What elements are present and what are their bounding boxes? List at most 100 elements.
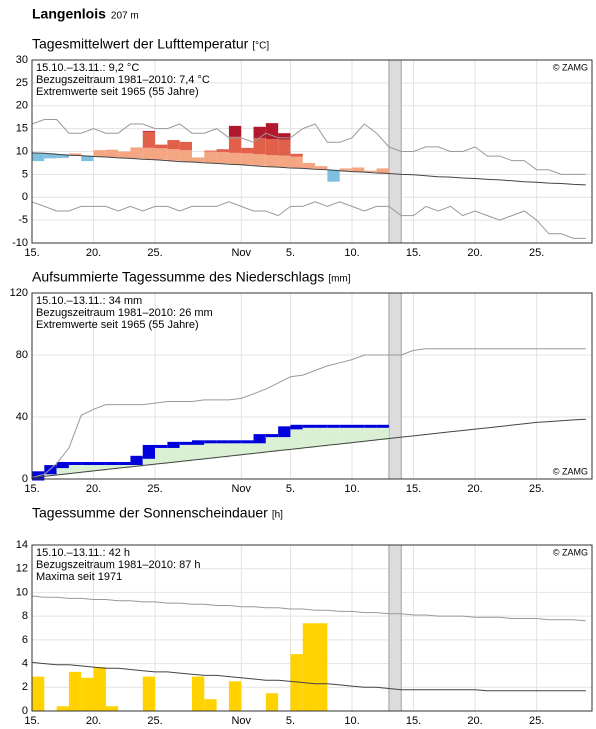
info-line: Extremwerte seit 1965 (55 Jahre) <box>36 86 199 98</box>
x-tick-label: 15. <box>24 247 39 259</box>
info-line: Bezugszeitraum 1981–2010: 26 mm <box>36 307 213 319</box>
surplus-area <box>302 426 316 448</box>
cumulative-step <box>93 462 106 465</box>
cumulative-step <box>155 444 168 448</box>
x-tick-label: 25. <box>147 715 162 727</box>
warm-bar <box>253 126 266 139</box>
x-tick-label: 20. <box>467 247 482 259</box>
mean-line <box>31 661 586 692</box>
y-tick-label: 25 <box>16 77 28 89</box>
mean-line <box>31 418 586 479</box>
x-tick-label: 25. <box>529 715 544 727</box>
warm-bar <box>68 153 82 156</box>
warm-bar <box>315 166 328 170</box>
cumulative-step <box>364 424 377 428</box>
surplus-area <box>204 441 217 459</box>
y-tick-label: -10 <box>12 237 28 249</box>
surplus-area <box>376 426 389 440</box>
sunshine-bar <box>315 623 328 711</box>
cumulative-step <box>339 424 352 428</box>
today-band <box>388 59 402 244</box>
x-tick-label: 15. <box>24 715 39 727</box>
cumulative-step <box>68 462 82 465</box>
cold-bar <box>56 154 69 158</box>
warm-bar <box>265 155 279 167</box>
warm-bar <box>253 154 266 166</box>
info-line: 15.10.–13.11.: 42 h <box>36 547 130 559</box>
cumulative-step <box>118 462 131 465</box>
sunshine-bar <box>204 699 217 711</box>
x-tick-label: 20. <box>467 483 482 495</box>
x-tick-label: 15. <box>24 483 39 495</box>
y-tick-label: 12 <box>16 563 28 575</box>
warm-bar <box>265 139 279 156</box>
y-tick-label: 5 <box>22 168 28 180</box>
warm-bar <box>228 136 242 153</box>
cumulative-step <box>81 462 94 465</box>
warm-bar <box>364 170 377 173</box>
warm-bar <box>376 168 389 174</box>
surplus-area <box>179 443 192 462</box>
cumulative-step <box>315 424 328 428</box>
y-tick-label: 6 <box>22 634 28 646</box>
warm-bar <box>155 144 168 149</box>
x-tick-label: 25. <box>147 247 162 259</box>
x-tick-label: 5. <box>286 247 295 259</box>
warm-bar <box>339 168 352 171</box>
station-elevation: 207 m <box>111 11 139 22</box>
sunshine-bar <box>32 676 45 711</box>
x-tick-label: 20. <box>86 247 101 259</box>
x-tick-label: 5. <box>286 715 295 727</box>
warm-bar <box>142 147 156 160</box>
cold-bar <box>327 169 340 182</box>
warm-bar <box>130 147 143 159</box>
sunshine-bar <box>290 654 303 711</box>
info-line: 15.10.–13.11.: 9,2 °C <box>36 62 139 74</box>
surplus-area <box>352 426 365 443</box>
max-line <box>31 595 586 622</box>
today-band <box>388 292 402 480</box>
warm-bar <box>253 138 266 155</box>
max-line <box>31 119 586 175</box>
cumulative-step <box>253 434 266 444</box>
y-tick-label: 10 <box>16 586 28 598</box>
sunshine-bar <box>192 676 205 711</box>
surplus-area <box>265 435 279 453</box>
source-label: © ZAMG <box>553 547 588 557</box>
cumulative-step <box>290 424 303 430</box>
sunshine-bar <box>81 677 94 711</box>
y-tick-label: 120 <box>10 287 28 299</box>
y-tick-label: 8 <box>22 610 28 622</box>
warm-bar <box>278 155 291 168</box>
x-tick-label: 20. <box>86 715 101 727</box>
warm-bar <box>290 156 303 168</box>
warm-bar <box>228 125 242 137</box>
cold-bar <box>44 153 57 159</box>
cumulative-step <box>241 440 254 444</box>
surplus-area <box>228 441 242 457</box>
chart-panel: Aufsummierte Tagessumme des Niederschlag… <box>10 269 593 495</box>
plot-frame <box>31 59 593 244</box>
cumulative-step <box>228 440 242 444</box>
y-tick-label: 40 <box>16 411 28 423</box>
warm-bar <box>105 149 119 157</box>
cumulative-step <box>376 424 389 428</box>
chart-panel: Tagesmittelwert der Lufttemperatur [°C] -1… <box>12 36 593 259</box>
warm-bar <box>167 140 180 150</box>
x-tick-label: 10. <box>344 483 359 495</box>
surplus-area <box>241 441 254 455</box>
warm-bar <box>278 139 291 156</box>
warm-bar <box>204 150 217 152</box>
info-line: Extremwerte seit 1965 (55 Jahre) <box>36 319 199 331</box>
x-tick-label: 15. <box>406 483 421 495</box>
cumulative-step <box>44 465 57 475</box>
sunshine-bar <box>302 623 316 711</box>
unit-label: [mm] <box>328 274 350 285</box>
sunshine-bar <box>142 676 156 711</box>
chart-title: Tagesmittelwert der Lufttemperatur <box>32 36 249 52</box>
x-tick-label: Nov <box>231 247 251 259</box>
sunshine-bar <box>68 671 82 711</box>
cumulative-step <box>142 444 156 459</box>
y-tick-label: 0 <box>22 473 28 485</box>
